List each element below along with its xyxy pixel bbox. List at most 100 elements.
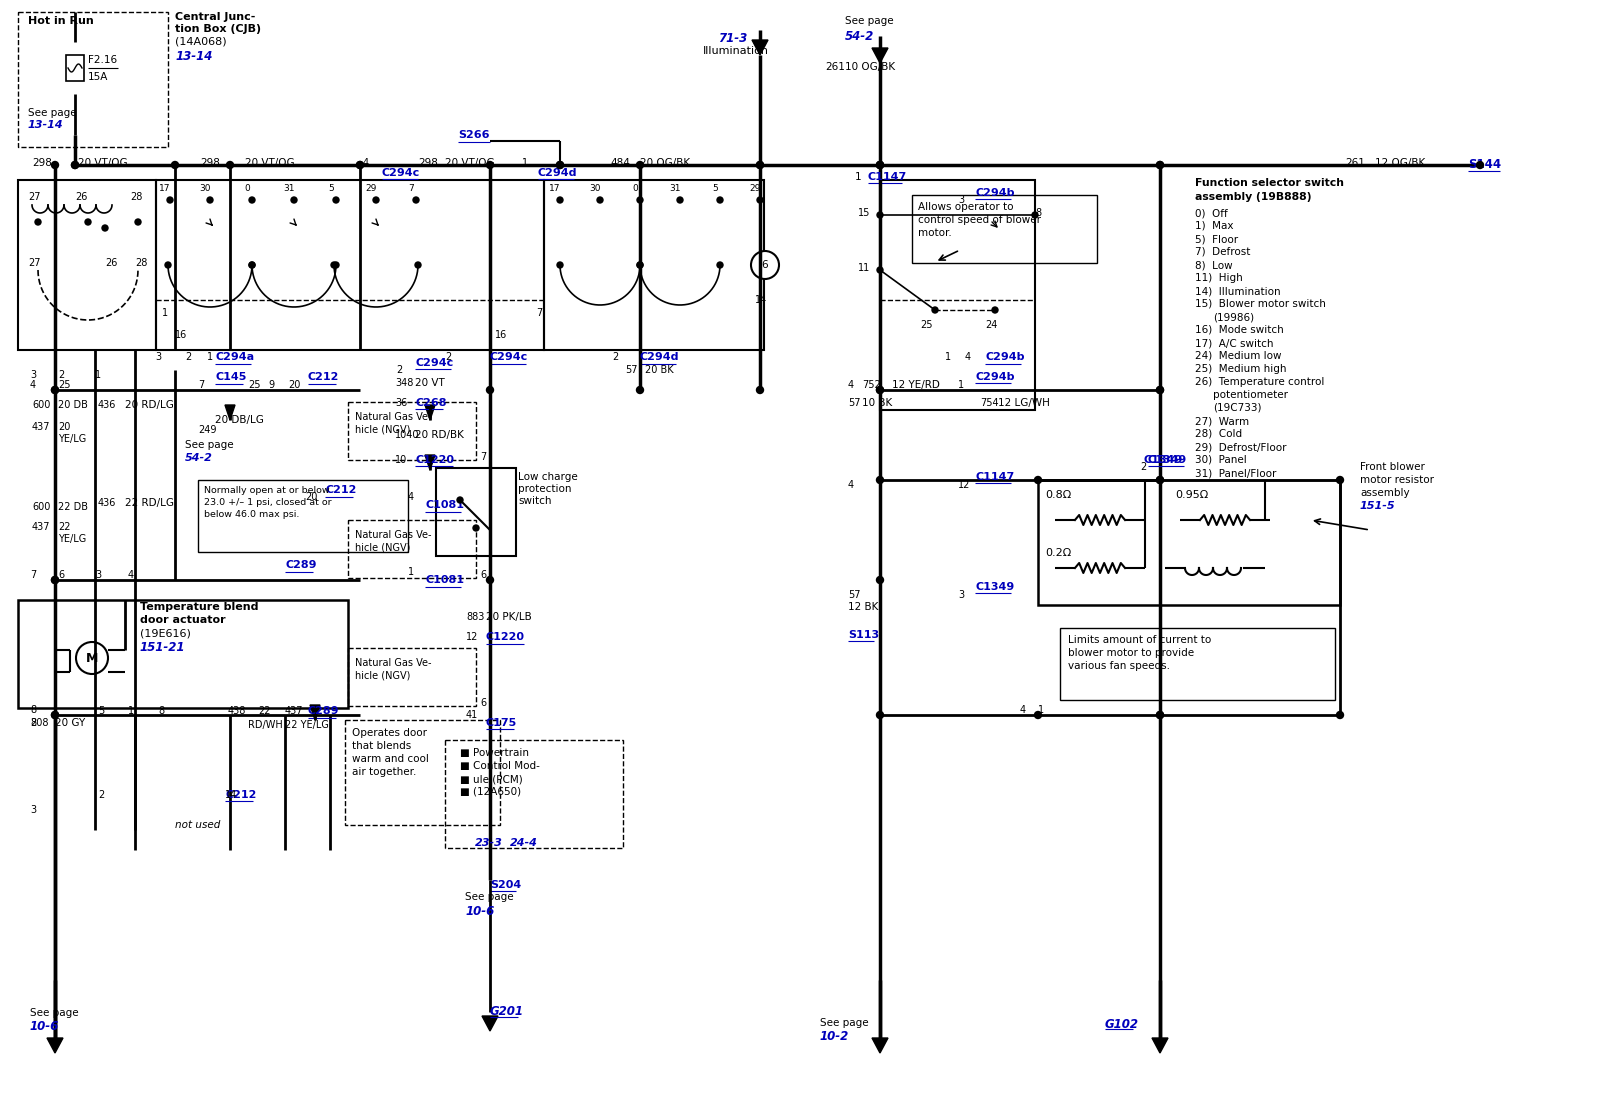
Circle shape: [1157, 477, 1163, 483]
Circle shape: [877, 576, 883, 584]
Text: C294b: C294b: [974, 188, 1014, 198]
Text: Front blower: Front blower: [1360, 462, 1426, 472]
Text: hicle (NGV): hicle (NGV): [355, 542, 410, 552]
Text: protection: protection: [518, 484, 571, 494]
Circle shape: [486, 387, 493, 393]
Text: 17)  A/C switch: 17) A/C switch: [1195, 338, 1274, 348]
Polygon shape: [426, 455, 435, 470]
Text: hicle (NGV): hicle (NGV): [355, 670, 410, 680]
Text: C1349: C1349: [1149, 455, 1187, 465]
Bar: [1059, 628, 1334, 700]
Text: 298: 298: [418, 158, 438, 168]
Text: 7: 7: [536, 308, 542, 318]
Text: 27: 27: [29, 258, 40, 268]
Text: 8: 8: [158, 706, 165, 716]
Circle shape: [250, 262, 254, 268]
Text: 27: 27: [29, 192, 40, 202]
Text: 25)  Medium high: 25) Medium high: [1195, 364, 1286, 374]
Text: 20 DB/LG: 20 DB/LG: [214, 415, 264, 425]
Text: 4: 4: [848, 380, 854, 390]
Text: C268: C268: [414, 398, 446, 408]
Circle shape: [877, 712, 883, 718]
Text: C212: C212: [307, 372, 339, 381]
Text: 261: 261: [826, 62, 845, 72]
Polygon shape: [872, 48, 888, 63]
Circle shape: [557, 262, 563, 268]
Text: 437: 437: [32, 522, 51, 532]
Circle shape: [51, 576, 59, 584]
Circle shape: [877, 162, 883, 168]
Text: C289: C289: [307, 706, 339, 716]
Text: 25: 25: [248, 380, 261, 390]
Text: 13-14: 13-14: [174, 50, 213, 63]
Text: C1220: C1220: [486, 632, 525, 642]
Text: C1081: C1081: [426, 500, 464, 510]
Text: 17: 17: [160, 184, 171, 193]
Text: 20 DB: 20 DB: [58, 400, 88, 410]
Bar: [66, 55, 83, 81]
Text: G102: G102: [1106, 1018, 1139, 1031]
Text: 8: 8: [30, 718, 37, 728]
Text: 17: 17: [549, 184, 560, 193]
Text: 20: 20: [288, 380, 301, 390]
Circle shape: [102, 225, 109, 231]
Text: 15A: 15A: [88, 72, 109, 82]
Text: 30: 30: [589, 184, 600, 193]
Circle shape: [750, 251, 779, 279]
Text: Illumination: Illumination: [702, 46, 770, 56]
Polygon shape: [46, 1038, 62, 1053]
Text: S204: S204: [490, 880, 522, 890]
Text: 5: 5: [712, 184, 718, 193]
Text: 28)  Cold: 28) Cold: [1195, 428, 1242, 439]
Polygon shape: [426, 406, 435, 420]
Text: 26: 26: [75, 192, 88, 202]
Text: See page: See page: [819, 1018, 869, 1029]
Text: Function selector switch: Function selector switch: [1195, 178, 1344, 188]
Text: 23.0 +/– 1 psi, closed at or: 23.0 +/– 1 psi, closed at or: [205, 498, 331, 507]
Circle shape: [557, 197, 563, 203]
Text: 4: 4: [363, 158, 370, 168]
Circle shape: [1035, 712, 1042, 718]
Circle shape: [1157, 712, 1163, 718]
Circle shape: [51, 712, 59, 718]
Circle shape: [637, 162, 643, 168]
Bar: [198, 480, 408, 552]
Text: below 46.0 max psi.: below 46.0 max psi.: [205, 510, 299, 519]
Text: 12 BK: 12 BK: [848, 602, 878, 612]
Circle shape: [331, 262, 338, 268]
Text: 12: 12: [958, 480, 970, 490]
Text: 1: 1: [1038, 705, 1045, 715]
Text: 7: 7: [408, 184, 414, 193]
Text: M: M: [86, 651, 98, 665]
Circle shape: [557, 162, 563, 168]
Text: See page: See page: [29, 108, 77, 118]
Text: motor.: motor.: [918, 228, 952, 238]
Text: 26)  Temperature control: 26) Temperature control: [1195, 377, 1325, 387]
Text: 16: 16: [174, 330, 187, 340]
Text: See page: See page: [186, 440, 234, 450]
Circle shape: [85, 219, 91, 225]
Text: Operates door: Operates door: [352, 728, 427, 738]
Text: C294d: C294d: [640, 352, 680, 362]
Circle shape: [877, 212, 883, 218]
Text: C212: C212: [325, 485, 357, 495]
Circle shape: [166, 197, 173, 203]
Text: 16: 16: [494, 330, 507, 340]
Circle shape: [877, 162, 883, 168]
Text: 1: 1: [128, 706, 134, 716]
Bar: [346, 720, 499, 825]
Text: 27)  Warm: 27) Warm: [1195, 416, 1250, 426]
Text: 600: 600: [32, 502, 50, 512]
Text: 20: 20: [306, 492, 317, 502]
Text: 1)  Max: 1) Max: [1195, 221, 1234, 231]
Text: 25: 25: [920, 320, 933, 330]
Text: 29: 29: [749, 184, 760, 193]
Text: 437: 437: [285, 706, 304, 716]
Text: C294b: C294b: [974, 372, 1014, 381]
Text: 484: 484: [610, 158, 630, 168]
Text: 28: 28: [134, 258, 147, 268]
Text: 13-14: 13-14: [29, 120, 64, 130]
Text: YE/LG: YE/LG: [58, 434, 86, 444]
Text: 10 BK: 10 BK: [862, 398, 893, 408]
Circle shape: [757, 387, 763, 393]
